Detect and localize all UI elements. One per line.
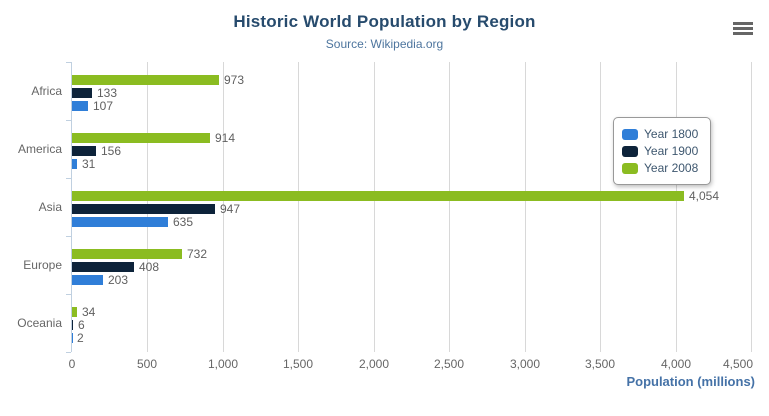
bar-year-2008[interactable] (72, 191, 684, 201)
x-axis-title: Population (millions) (626, 374, 755, 389)
legend-color-swatch (622, 145, 638, 157)
hamburger-menu-icon (733, 21, 753, 25)
data-label: 4,054 (689, 189, 720, 203)
data-label: 203 (108, 273, 129, 287)
category-label: America (17, 142, 62, 156)
x-axis-tick-label: 500 (136, 357, 158, 371)
gridline (223, 62, 224, 352)
y-axis-tick (66, 62, 71, 63)
data-label: 732 (187, 247, 208, 261)
data-label: 107 (93, 99, 114, 113)
bar-year-1800[interactable] (72, 275, 103, 285)
hamburger-menu-icon (733, 26, 753, 30)
x-axis-tick-label: 3,000 (509, 357, 541, 371)
bar-year-1900[interactable] (72, 88, 93, 98)
hamburger-menu-icon (733, 31, 753, 35)
data-label: 156 (101, 144, 122, 158)
x-axis-tick-label: 1,500 (282, 357, 314, 371)
bar-year-1800[interactable] (72, 217, 168, 227)
data-label: 914 (215, 131, 236, 145)
category-label: Oceania (17, 316, 62, 330)
data-label: 31 (82, 157, 96, 171)
data-label: 6 (78, 318, 85, 332)
gridline (600, 62, 601, 352)
bar-year-1900[interactable] (72, 146, 96, 156)
x-axis-tick-label: 4,500 (722, 357, 753, 371)
data-label: 973 (224, 73, 245, 87)
data-label: 133 (97, 86, 118, 100)
category-label: Asia (38, 200, 62, 214)
x-axis-tick-label: 1,000 (207, 357, 239, 371)
data-label: 635 (173, 215, 194, 229)
bar-year-1900[interactable] (72, 204, 215, 214)
y-axis-tick (66, 352, 71, 353)
y-axis-tick (66, 178, 71, 179)
legend-label: Year 2008 (644, 161, 699, 175)
x-axis-tick-label: 2,000 (358, 357, 390, 371)
x-axis-tick-label: 3,500 (584, 357, 616, 371)
export-menu-button[interactable] (729, 18, 757, 40)
y-axis-tick (66, 294, 71, 295)
chart-subtitle: Source: Wikipedia.org (325, 37, 444, 51)
data-label: 408 (139, 260, 160, 274)
legend-label: Year 1800 (644, 127, 699, 141)
y-axis-tick (66, 120, 71, 121)
gridline (449, 62, 450, 352)
bar-year-1900[interactable] (72, 262, 134, 272)
gridline (676, 62, 677, 352)
bar-year-2008[interactable] (72, 133, 210, 143)
legend-color-swatch (622, 162, 638, 174)
bar-year-2008[interactable] (72, 249, 183, 259)
legend-label: Year 1900 (644, 144, 699, 158)
data-label: 2 (77, 331, 84, 345)
category-label: Europe (23, 258, 62, 272)
legend-item-year-1800[interactable]: Year 1800 (622, 126, 698, 142)
data-label: 947 (220, 202, 241, 216)
bar-year-1800[interactable] (72, 159, 77, 169)
legend-item-year-2008[interactable]: Year 2008 (622, 160, 698, 176)
bar-year-2008[interactable] (72, 75, 219, 85)
legend: Year 1800 Year 1900 Year 2008 (613, 117, 712, 185)
x-axis-tick-label: 2,500 (433, 357, 465, 371)
legend-item-year-1900[interactable]: Year 1900 (622, 143, 698, 159)
legend-color-swatch (622, 128, 638, 140)
gridline (374, 62, 375, 352)
category-label: Africa (31, 84, 62, 98)
bar-year-1900[interactable] (72, 320, 73, 330)
y-axis-tick (66, 236, 71, 237)
bar-year-1800[interactable] (72, 101, 89, 111)
gridline (525, 62, 526, 352)
x-axis-tick-label: 0 (68, 357, 76, 371)
chart-title: Historic World Population by Region (233, 12, 536, 31)
gridline (751, 62, 752, 352)
x-axis-tick-label: 4,000 (660, 357, 692, 371)
bar-year-2008[interactable] (72, 307, 78, 317)
y-axis-line (71, 62, 72, 352)
gridline (298, 62, 299, 352)
data-label: 34 (82, 305, 96, 319)
